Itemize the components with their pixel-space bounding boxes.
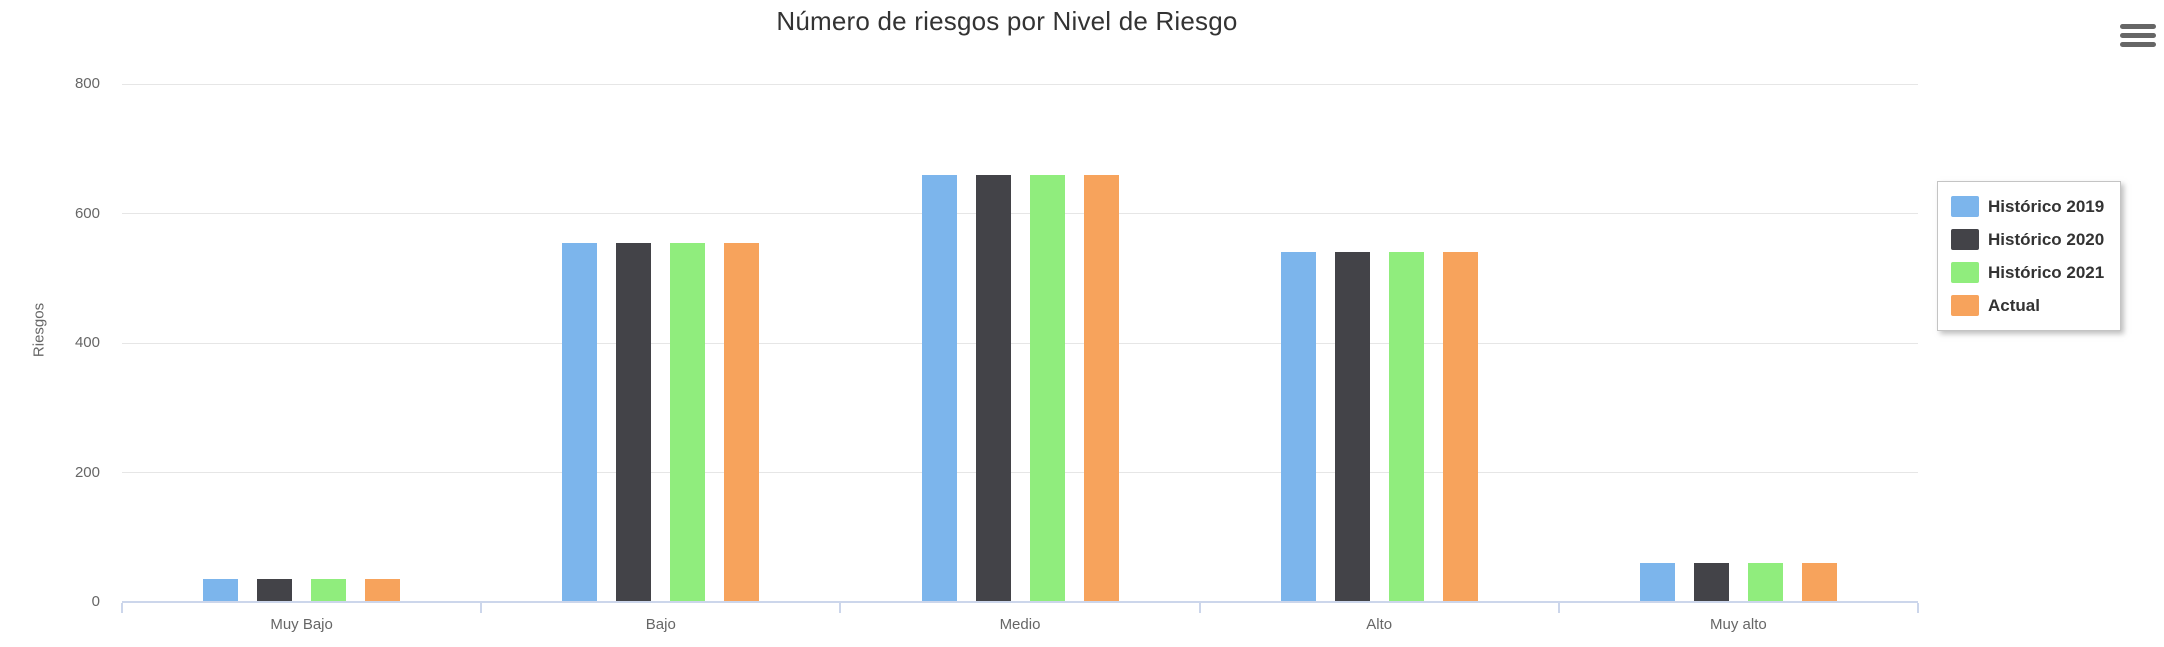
bar-histórico-2019-muy-bajo[interactable]: [203, 579, 239, 602]
hamburger-menu-icon: [2120, 23, 2156, 47]
legend-item-histórico-2021[interactable]: Histórico 2021: [1951, 256, 2104, 289]
bar-histórico-2019-alto[interactable]: [1280, 252, 1316, 602]
x-axis-tick: [839, 603, 842, 613]
x-axis-label-bajo: Bajo: [645, 616, 676, 633]
legend-swatch-icon: [1951, 229, 1979, 250]
legend-swatch-icon: [1951, 196, 1979, 217]
bar-actual-medio[interactable]: [1083, 174, 1119, 602]
legend-item-histórico-2019[interactable]: Histórico 2019: [1951, 190, 2104, 223]
legend-item-actual[interactable]: Actual: [1951, 289, 2104, 322]
gridline-y-400: [122, 342, 1918, 344]
x-axis-label-muy-alto: Muy alto: [1710, 616, 1767, 633]
x-axis-label-muy-bajo: Muy Bajo: [270, 616, 333, 633]
bar-histórico-2021-medio[interactable]: [1029, 174, 1065, 602]
bar-histórico-2021-bajo[interactable]: [670, 242, 706, 602]
legend-items: Histórico 2019 Histórico 2020 Histórico 20…: [1951, 190, 2104, 322]
bar-histórico-2020-medio[interactable]: [975, 174, 1011, 602]
hamburger-bar: [2120, 41, 2156, 47]
gridline-y-800: [122, 83, 1918, 85]
legend-item-histórico-2020[interactable]: Histórico 2020: [1951, 223, 2104, 256]
legend-swatch-icon: [1951, 295, 1979, 316]
bar-actual-muy-bajo[interactable]: [365, 579, 401, 602]
x-axis-tick: [1198, 603, 1201, 613]
bar-actual-alto[interactable]: [1442, 252, 1478, 602]
x-axis-tick: [121, 603, 123, 613]
bar-histórico-2021-alto[interactable]: [1388, 252, 1424, 602]
legend-label: Histórico 2021: [1988, 262, 2105, 282]
bar-histórico-2021-muy-bajo[interactable]: [311, 579, 347, 602]
legend-label: Actual: [1988, 295, 2040, 315]
bar-histórico-2019-medio[interactable]: [921, 174, 957, 602]
bar-histórico-2019-bajo[interactable]: [562, 242, 598, 602]
gridline-y-600: [122, 213, 1918, 214]
y-axis-label-600: 600: [74, 204, 100, 222]
bar-histórico-2020-muy-alto[interactable]: [1693, 563, 1729, 602]
x-axis-label-alto: Alto: [1366, 616, 1393, 633]
bar-histórico-2020-alto[interactable]: [1334, 252, 1370, 602]
chart-title: Número de riesgos por Nivel de Riesgo: [776, 6, 1238, 36]
hamburger-bar: [2120, 32, 2156, 38]
bar-actual-bajo[interactable]: [724, 242, 760, 602]
y-axis-label-200: 200: [74, 463, 100, 481]
bar-actual-muy-alto[interactable]: [1801, 563, 1837, 602]
gridline-y-200: [122, 472, 1918, 473]
bar-histórico-2019-muy-alto[interactable]: [1639, 563, 1675, 602]
x-axis-tick: [1917, 603, 1919, 613]
x-axis-tick: [1557, 603, 1560, 613]
legend: Histórico 2019 Histórico 2020 Histórico 20…: [1937, 181, 2122, 331]
bar-histórico-2020-bajo[interactable]: [616, 242, 652, 602]
legend-swatch-icon: [1951, 262, 1979, 283]
hamburger-bar: [2120, 23, 2156, 29]
y-axis-label-400: 400: [74, 334, 100, 351]
export-menu-button[interactable]: [2116, 16, 2160, 54]
legend-label: Histórico 2020: [1988, 229, 2105, 249]
x-axis-tick: [480, 603, 483, 613]
bar-histórico-2020-muy-bajo[interactable]: [257, 579, 293, 602]
y-axis-label-0: 0: [91, 593, 100, 610]
x-axis-line: [122, 601, 1918, 603]
x-axis-label-medio: Medio: [999, 616, 1041, 633]
y-axis-label-800: 800: [74, 75, 100, 92]
bar-histórico-2021-muy-alto[interactable]: [1747, 563, 1783, 602]
legend-label: Histórico 2019: [1988, 196, 2105, 216]
